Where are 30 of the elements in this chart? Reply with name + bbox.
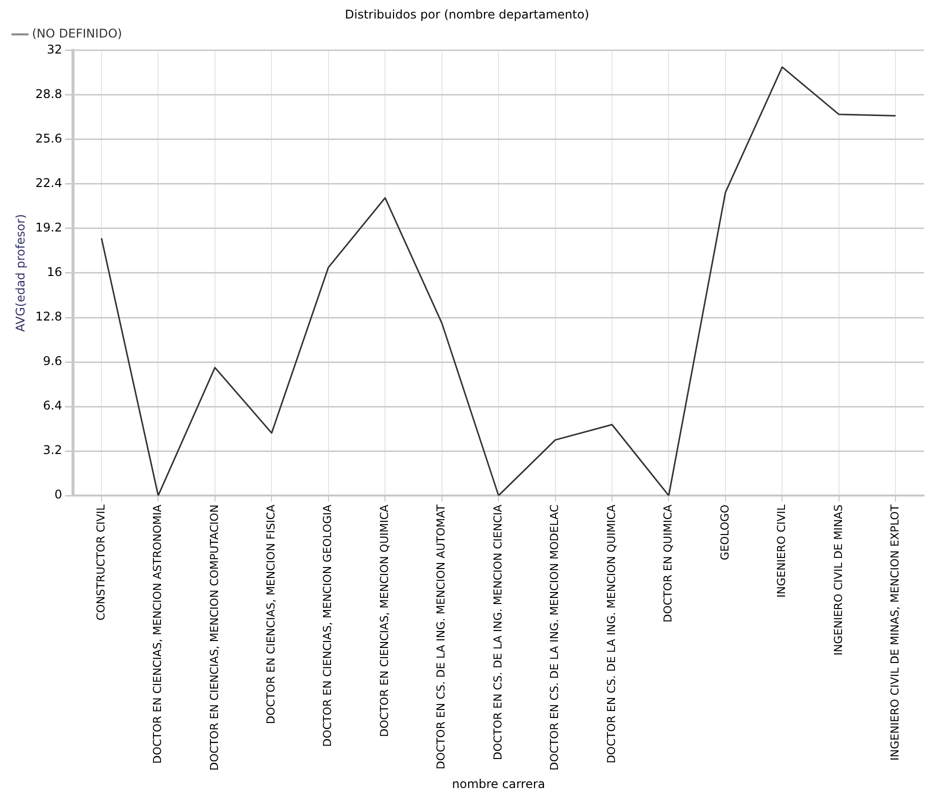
chart-title: Distribuidos por (nombre departamento) (344, 7, 590, 22)
y-axis-title: AVG(edad profesor) (13, 214, 28, 332)
x-tick-label: INGENIERO CIVIL (775, 504, 788, 598)
y-tick-label: 32 (46, 42, 62, 57)
x-tick-label: DOCTOR EN QUIMICA (662, 504, 675, 622)
x-tick-label: DOCTOR EN CIENCIAS, MENCION COMPUTACION (208, 504, 221, 771)
y-tick-label: 19.2 (35, 220, 62, 235)
x-tick-label: DOCTOR EN CS. DE LA ING. MENCION MODELAC (548, 504, 562, 770)
y-tick-label: 25.6 (35, 132, 62, 146)
x-tick-label: DOCTOR EN CS. DE LA ING. MENCION AUTOMAT (434, 504, 448, 770)
y-tick-label: 6.4 (43, 398, 62, 413)
y-tick-label: 16 (46, 265, 62, 280)
y-tick-label: 22.4 (35, 176, 62, 190)
x-tick-label: INGENIERO CIVIL DE MINAS, MENCION EXPLOT (888, 504, 902, 761)
y-tick-label: 28.8 (35, 87, 62, 102)
x-tick-label: DOCTOR EN CS. DE LA ING. MENCION CIENCIA (491, 504, 504, 760)
x-tick-label: DOCTOR EN CS. DE LA ING. MENCION QUIMICA (604, 504, 618, 764)
x-tick-label: DOCTOR EN CIENCIAS, MENCION QUIMICA (378, 504, 391, 737)
y-tick-label: 9.6 (43, 354, 62, 368)
x-tick-label: GEOLOGO (718, 504, 732, 560)
text: (NO DEFINIDO) (32, 26, 122, 41)
y-tick-label: 12.8 (35, 310, 62, 324)
x-tick-label: DOCTOR EN CIENCIAS, MENCION ASTRONOMIA (151, 504, 164, 764)
x-tick-label: DOCTOR EN CIENCIAS, MENCION FISICA (264, 504, 278, 724)
y-tick-label: 0 (54, 488, 62, 502)
x-axis-title: nombre carrera (452, 776, 546, 791)
x-tick-label: INGENIERO CIVIL DE MINAS (832, 504, 845, 656)
x-tick-label: DOCTOR EN CIENCIAS, MENCION GEOLOGIA (321, 504, 334, 747)
y-tick-label: 3.2 (43, 443, 62, 458)
x-tick-label: CONSTRUCTOR CIVIL (94, 504, 108, 621)
